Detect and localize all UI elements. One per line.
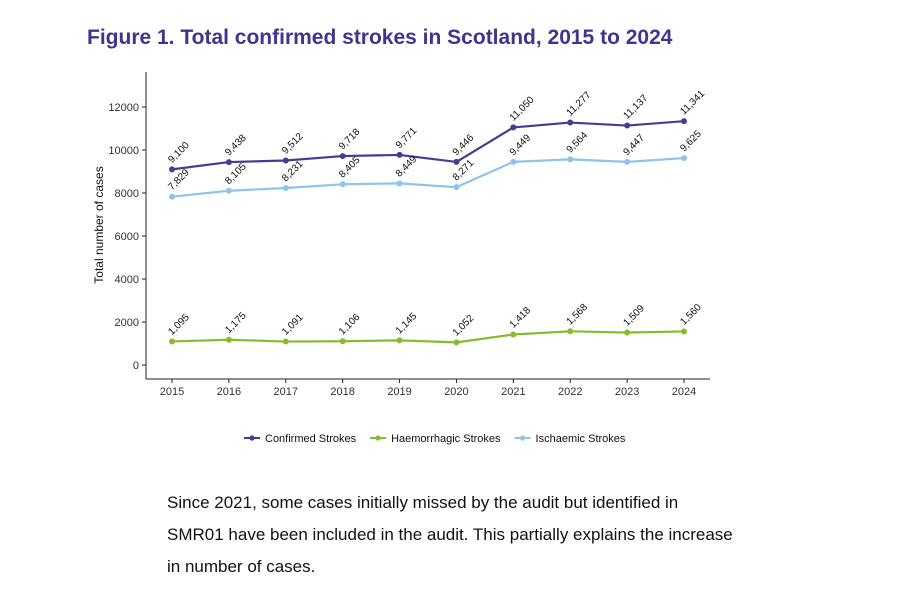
y-tick-label: 12000	[108, 102, 139, 114]
haemorrhagic-strokes-line	[171, 330, 685, 344]
haemorrhagic-strokes-data-label: 1,560	[678, 302, 704, 328]
haemorrhagic-strokes-point	[510, 331, 517, 338]
note-line-1: Since 2021, some cases initially missed …	[167, 493, 679, 512]
line-chart: Total number of cases 0 2000 4000 6000 8000 1…	[92, 72, 710, 445]
ischaemic-strokes-data-label: 9,564	[565, 130, 591, 156]
x-tick-label: 2021	[501, 386, 525, 398]
ischaemic-strokes-data-label: 9,449	[508, 132, 534, 158]
confirmed-strokes-point	[453, 158, 460, 165]
confirmed-strokes-data-label: 11,341	[678, 88, 707, 117]
confirmed-strokes-point	[282, 157, 289, 164]
haemorrhagic-strokes-point	[169, 338, 175, 345]
ischaemic-strokes-point	[339, 181, 346, 188]
y-tick-label: 6000	[115, 231, 139, 243]
confirmed-strokes-point	[681, 118, 687, 125]
legend-ischaemic-strokes-marker	[519, 435, 526, 441]
x-tick-label: 2019	[387, 386, 411, 398]
haemorrhagic-strokes-point	[624, 329, 631, 336]
legend-haemorrhagic-strokes-label: Haemorrhagic Strokes	[391, 433, 501, 445]
haemorrhagic-strokes-data-label: 1,052	[451, 313, 477, 339]
haemorrhagic-strokes-point	[282, 338, 289, 345]
confirmed-strokes-data-label: 9,446	[451, 132, 477, 158]
axes	[145, 72, 710, 380]
confirmed-strokes-point	[624, 122, 631, 129]
ischaemic-strokes-point	[567, 156, 574, 163]
legend: Confirmed Strokes Haemorrhagic Strokes Isc…	[244, 433, 626, 445]
haemorrhagic-strokes-point	[396, 337, 403, 344]
x-tick-label: 2023	[615, 386, 639, 398]
haemorrhagic-strokes-data-label: 1,091	[280, 312, 306, 338]
y-axis-title: Total number of cases	[92, 166, 106, 283]
chart-title: Figure 1. Total confirmed strokes in Sco…	[87, 26, 673, 49]
ischaemic-strokes-point	[169, 193, 175, 200]
confirmed-strokes-data-label: 11,277	[565, 89, 594, 118]
ischaemic-strokes-point	[681, 155, 687, 162]
confirmed-strokes-point	[396, 151, 403, 158]
ischaemic-strokes-point	[510, 158, 517, 165]
confirmed-strokes-point	[339, 153, 346, 160]
haemorrhagic-strokes-data-label: 1,095	[166, 312, 192, 338]
legend-ischaemic-strokes-label: Ischaemic Strokes	[536, 433, 626, 445]
confirmed-strokes-data-label: 9,718	[337, 126, 363, 152]
confirmed-strokes-point	[225, 159, 232, 166]
haemorrhagic-strokes-data-label: 1,509	[621, 303, 647, 329]
y-tick-label: 2000	[115, 317, 139, 329]
ischaemic-strokes-data-label: 8,105	[223, 161, 249, 187]
haemorrhagic-strokes-point	[681, 328, 687, 335]
legend-confirmed-strokes-label: Confirmed Strokes	[265, 433, 357, 445]
axis-ticks: 0 2000 4000 6000 8000 10000 12000 2015 2016 2017 2…	[108, 102, 696, 398]
haemorrhagic-strokes-point	[339, 338, 346, 345]
ischaemic-strokes-data-label: 9,447	[621, 132, 647, 158]
confirmed-strokes-data-label: 11,050	[508, 94, 537, 123]
confirmed-strokes-data-label: 9,771	[394, 125, 420, 151]
x-tick-label: 2020	[444, 386, 468, 398]
haemorrhagic-strokes-point	[567, 328, 574, 335]
y-tick-label: 0	[133, 360, 139, 372]
haemorrhagic-strokes-data-label: 1,145	[394, 311, 420, 337]
x-tick-label: 2017	[274, 386, 298, 398]
x-tick-label: 2016	[217, 386, 241, 398]
confirmed-strokes-data-label: 9,100	[166, 140, 192, 166]
confirmed-strokes-data-label: 9,512	[280, 131, 306, 157]
series-lines	[169, 118, 687, 346]
y-tick-label: 10000	[108, 145, 139, 157]
haemorrhagic-strokes-point	[225, 336, 232, 343]
confirmed-strokes-line	[171, 120, 685, 171]
haemorrhagic-strokes-data-label: 1,175	[223, 310, 249, 336]
note-line-3: in number of cases.	[167, 557, 316, 576]
confirmed-strokes-point	[510, 124, 517, 131]
haemorrhagic-strokes-point	[453, 339, 460, 346]
ischaemic-strokes-line	[171, 156, 685, 198]
ischaemic-strokes-point	[396, 180, 403, 187]
ischaemic-strokes-point	[282, 185, 289, 192]
confirmed-strokes-data-label: 9,438	[223, 132, 249, 158]
ischaemic-strokes-data-label: 9,625	[678, 128, 704, 154]
confirmed-strokes-data-label: 11,137	[621, 92, 650, 121]
y-tick-label: 8000	[115, 188, 139, 200]
legend-confirmed-strokes-marker	[249, 435, 255, 441]
confirmed-strokes-point	[567, 119, 574, 126]
note-line-2: SMR01 have been included in the audit. T…	[167, 525, 733, 544]
haemorrhagic-strokes-data-label: 1,106	[337, 312, 363, 338]
haemorrhagic-strokes-data-label: 1,418	[508, 305, 534, 331]
ischaemic-strokes-point	[453, 184, 460, 191]
haemorrhagic-strokes-data-label: 1,568	[565, 302, 591, 328]
legend-haemorrhagic-strokes-marker	[375, 435, 381, 441]
x-tick-label: 2022	[558, 386, 582, 398]
x-tick-label: 2018	[330, 386, 354, 398]
ischaemic-strokes-point	[225, 187, 232, 194]
ischaemic-strokes-point	[624, 158, 631, 165]
ischaemic-strokes-data-label: 8,405	[337, 155, 363, 181]
y-tick-label: 4000	[115, 274, 139, 286]
confirmed-strokes-point	[169, 166, 175, 173]
x-tick-label: 2015	[160, 386, 184, 398]
x-tick-label: 2024	[672, 386, 696, 398]
